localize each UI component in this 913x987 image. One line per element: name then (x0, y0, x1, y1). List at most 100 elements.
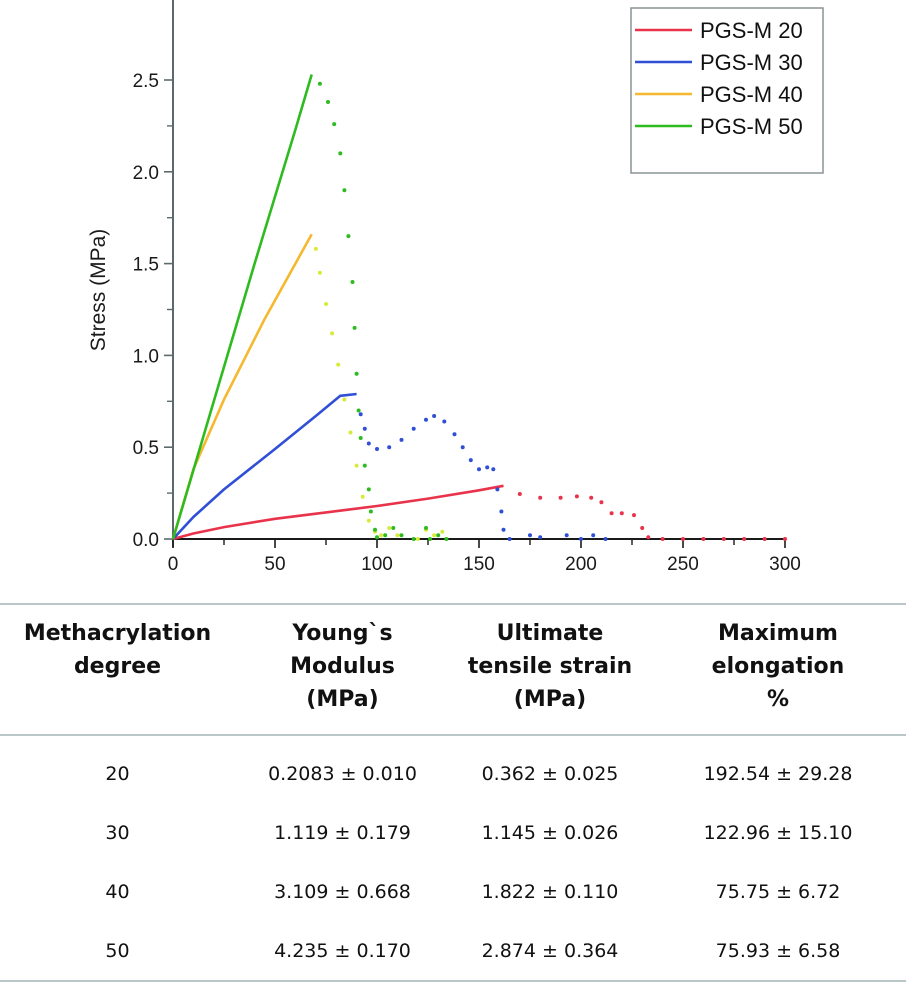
axes: 0 50 100 150 200 250 300 0.0 0.5 1.0 1.5 2.0 2.5 (133, 0, 801, 575)
header-methacrylation-degree: Methacrylation degree (0, 604, 235, 735)
header-line: Maximum (718, 621, 838, 646)
data-point-pgs-m-30 (375, 447, 379, 451)
legend-label: PGS-M 30 (700, 50, 803, 75)
data-point-pgs-m-30 (499, 509, 504, 514)
table-header-row: Methacrylation degree Young`s Modulus (M… (0, 604, 906, 735)
data-point-pgs-m-20 (558, 495, 563, 500)
series-pgs-m-40 (171, 233, 445, 541)
data-point-pgs-m-20 (640, 526, 645, 530)
series-line-pgs-m-20 (172, 484, 504, 541)
data-point-pgs-m-40 (317, 270, 322, 275)
legend-label: PGS-M 20 (700, 18, 803, 43)
data-point-pgs-m-30 (491, 467, 496, 472)
data-point-pgs-m-30 (538, 535, 543, 540)
legend-item-pgs-m-40: PGS-M 40 (635, 82, 803, 107)
header-line: Methacrylation (23, 621, 212, 646)
data-point-pgs-m-20 (742, 537, 747, 541)
x-tick-label: 0 (168, 554, 179, 575)
data-point-pgs-m-30 (564, 533, 569, 538)
cell-tensile-strain: 1.822 ± 0.110 (481, 880, 619, 903)
data-point-pgs-m-50 (362, 463, 367, 468)
legend-label: PGS-M 50 (700, 114, 803, 139)
data-point-pgs-m-30 (477, 467, 481, 472)
data-point-pgs-m-50 (342, 188, 347, 193)
data-point-pgs-m-20 (632, 513, 636, 518)
data-point-pgs-m-30 (579, 537, 583, 541)
header-maximum-elongation: Maximum elongation % (650, 604, 906, 735)
data-point-pgs-m-30 (501, 527, 506, 532)
series-pgs-m-30 (172, 392, 608, 541)
header-youngs-modulus: Young`s Modulus (MPa) (235, 604, 450, 735)
data-point-pgs-m-20 (681, 537, 685, 541)
cell-youngs-modulus: 0.2083 ± 0.010 (268, 762, 417, 785)
header-line: (MPa) (306, 687, 379, 712)
data-point-pgs-m-50 (350, 280, 355, 284)
data-point-pgs-m-50 (346, 234, 351, 239)
legend-item-pgs-m-20: PGS-M 20 (635, 18, 803, 43)
data-point-pgs-m-20 (721, 537, 726, 541)
y-tick-label: 2.5 (133, 71, 159, 92)
header-line: (MPa) (513, 687, 587, 712)
table-row: 50 4.235 ± 0.170 2.874 ± 0.364 75.93 ± 6… (0, 921, 906, 982)
header-line: degree (73, 654, 162, 679)
data-point-pgs-m-40 (395, 533, 400, 538)
data-point-pgs-m-20 (619, 511, 624, 516)
data-point-pgs-m-40 (330, 331, 335, 336)
data-point-pgs-m-50 (399, 533, 404, 538)
data-point-pgs-m-40 (354, 463, 359, 468)
data-point-pgs-m-30 (424, 417, 428, 422)
data-point-pgs-m-50 (411, 537, 416, 541)
series-pgs-m-20 (172, 484, 787, 541)
data-point-pgs-m-20 (762, 537, 767, 541)
data-point-pgs-m-30 (507, 537, 512, 541)
data-point-pgs-m-50 (366, 487, 371, 492)
table-row: 30 1.119 ± 0.179 1.145 ± 0.026 122.96 ± … (0, 803, 906, 862)
legend-label: PGS-M 40 (700, 82, 803, 107)
data-point-pgs-m-50 (373, 527, 377, 532)
data-point-pgs-m-50 (436, 533, 441, 538)
properties-table: Methacrylation degree Young`s Modulus (M… (0, 603, 906, 982)
x-tick-label: 50 (264, 554, 285, 575)
data-point-pgs-m-50 (375, 535, 379, 540)
x-tick-label: 150 (463, 554, 495, 575)
cell-tensile-strain: 1.145 ± 0.026 (481, 821, 619, 844)
data-point-pgs-m-20 (783, 537, 787, 541)
cell-degree: 40 (105, 880, 130, 903)
data-point-pgs-m-20 (599, 500, 604, 505)
header-line: elongation (711, 654, 845, 679)
y-tick-label: 0.5 (133, 438, 159, 459)
cell-degree: 50 (0, 921, 235, 982)
series-pgs-m-50 (171, 74, 449, 541)
data-point-pgs-m-50 (356, 408, 361, 413)
legend-item-pgs-m-50: PGS-M 50 (635, 114, 803, 139)
data-point-pgs-m-30 (591, 533, 596, 538)
header-line: Ultimate (496, 621, 604, 646)
data-point-pgs-m-30 (387, 445, 392, 450)
x-tick-label: 200 (565, 554, 597, 575)
x-tick-label: 100 (361, 554, 393, 575)
header-ultimate-tensile-strain: Ultimate tensile strain (MPa) (450, 604, 650, 735)
data-point-pgs-m-20 (609, 511, 614, 516)
cell-youngs-modulus: 3.109 ± 0.668 (274, 880, 411, 903)
series-line-pgs-m-50 (171, 74, 313, 540)
header-line: Modulus (290, 654, 395, 679)
cell-degree: 20 (105, 762, 130, 785)
data-point-pgs-m-20 (574, 494, 579, 499)
data-point-pgs-m-30 (603, 537, 608, 541)
data-point-pgs-m-40 (440, 529, 445, 534)
data-point-pgs-m-50 (317, 81, 322, 86)
data-point-pgs-m-30 (452, 432, 457, 437)
data-point-pgs-m-50 (391, 526, 396, 530)
series-layer (171, 74, 787, 541)
table-row: 40 3.109 ± 0.668 1.822 ± 0.110 75.75 ± 6… (0, 862, 906, 921)
data-point-pgs-m-30 (495, 487, 500, 492)
x-tick-label: 300 (769, 554, 801, 575)
data-point-pgs-m-20 (538, 495, 543, 500)
data-point-pgs-m-40 (415, 537, 420, 541)
data-point-pgs-m-20 (517, 492, 522, 496)
series-line-pgs-m-30 (172, 392, 357, 540)
data-point-pgs-m-50 (338, 151, 343, 156)
data-point-pgs-m-50 (368, 509, 373, 514)
data-point-pgs-m-40 (313, 246, 318, 251)
cell-elongation: 122.96 ± 15.10 (703, 821, 853, 844)
